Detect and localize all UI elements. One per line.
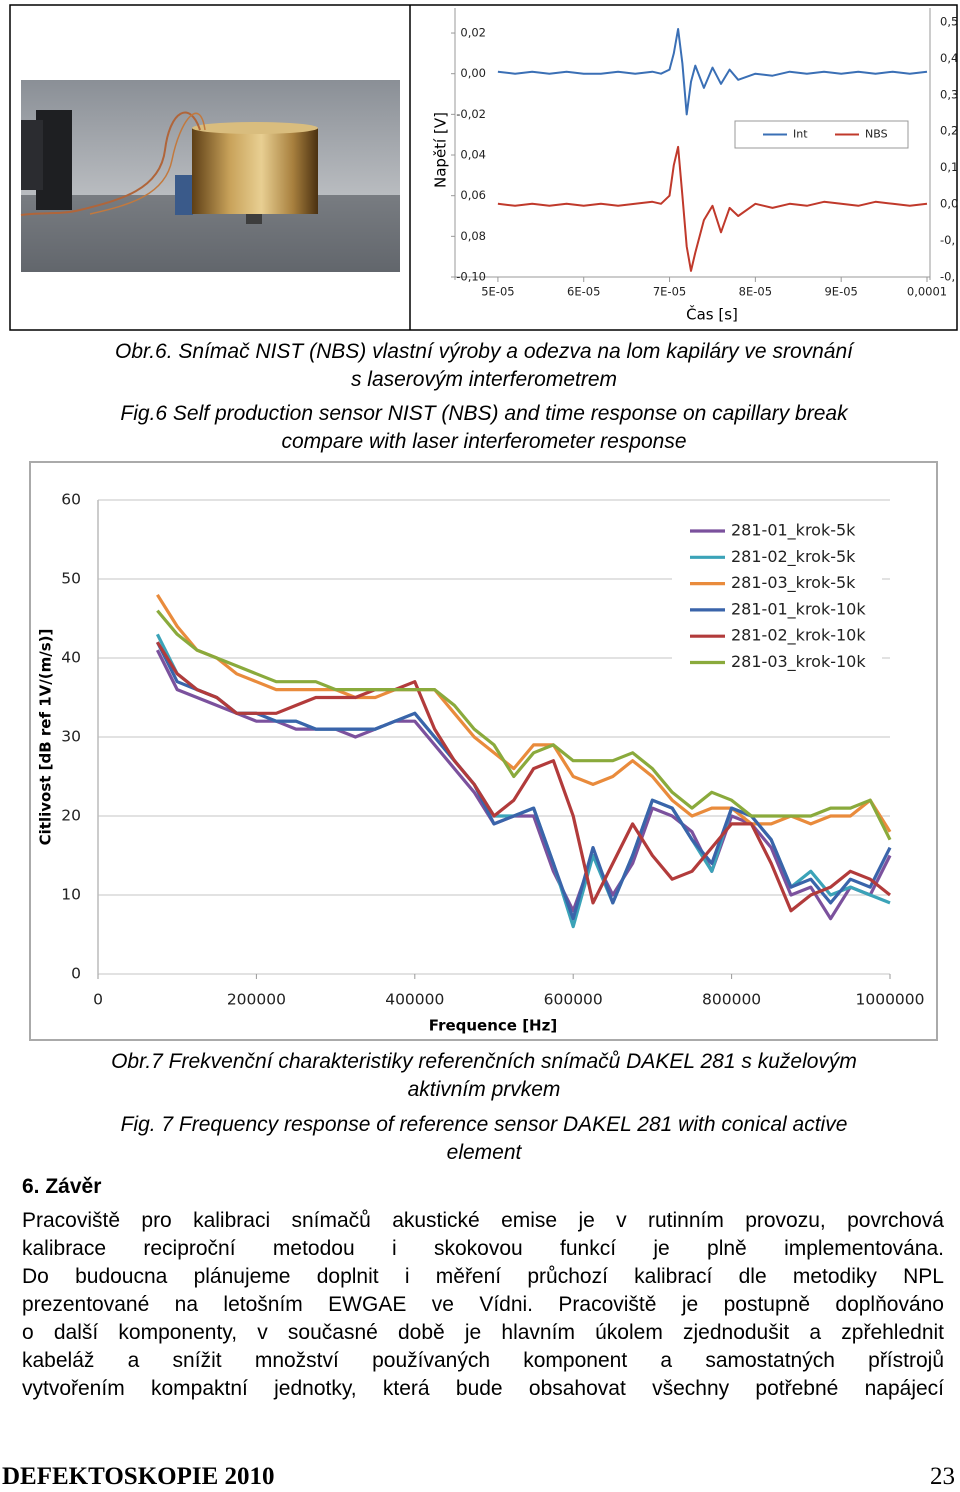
- text-line: kabeláž a snížit množství používaných ko…: [22, 1349, 944, 1372]
- y-tick-label: 0,08: [460, 229, 486, 243]
- photo-cylinder-top: [192, 122, 318, 134]
- data-line: [156, 641, 891, 913]
- y-tick-label: -0,02: [456, 107, 486, 121]
- data-line: [155, 641, 892, 921]
- figure-frame: [9, 4, 958, 331]
- legend-label: Int: [793, 128, 808, 141]
- legend-label: 281-03_krok-10k: [731, 652, 866, 672]
- y2-tick-label: 0,2: [940, 124, 958, 138]
- y2-tick-label: -0,: [940, 269, 955, 283]
- caption-line: Fig. 7 Frequency response of reference s…: [120, 1113, 848, 1136]
- caption-line: Fig.6 Self production sensor NIST (NBS) …: [120, 402, 848, 425]
- y-tick-label: 60: [61, 491, 81, 509]
- y2-tick-label: 0,3: [940, 87, 958, 101]
- x-tick-label: 9E-05: [824, 285, 857, 299]
- x-axis-title: Čas [s]: [686, 305, 738, 324]
- text-line: o další komponenty, v současné době je h…: [22, 1321, 944, 1344]
- legend-label: 281-02_krok-10k: [731, 626, 866, 646]
- y-tick-label: 0,04: [460, 148, 486, 162]
- caption-line: element: [446, 1141, 522, 1164]
- data-line: [156, 609, 892, 841]
- legend-label: 281-01_krok-5k: [731, 521, 856, 541]
- legend-label: 281-02_krok-5k: [731, 547, 856, 567]
- y-tick-label: 0,02: [460, 26, 486, 40]
- text-line: prezentované na letošním EWGAE ve Vídni.…: [22, 1293, 944, 1316]
- data-line: [497, 28, 928, 116]
- y-tick-label: 30: [61, 728, 81, 746]
- data-line: [497, 145, 928, 272]
- photo-stand-part: [21, 120, 43, 190]
- legend-background: [672, 515, 882, 680]
- x-tick-label: 800000: [702, 991, 761, 1009]
- photo-wire: [20, 111, 201, 216]
- photo-brass-cylinder: [192, 128, 318, 214]
- y2-tick-label: 0,4: [940, 51, 958, 65]
- y-tick-label: 20: [61, 807, 81, 825]
- x-tick-label: 6E-05: [567, 285, 600, 299]
- photo-tip: [246, 214, 262, 224]
- photo-wire: [89, 112, 206, 215]
- footer-journal: DEFEKTOSKOPIE 2010: [2, 1463, 275, 1490]
- y2-tick-label: 0,0: [940, 197, 958, 211]
- y-axis-title: Napětí [V]: [432, 112, 450, 188]
- x-axis-title: Frequence [Hz]: [429, 1017, 557, 1035]
- x-tick-label: 5E-05: [481, 285, 514, 299]
- caption-line: Obr.7 Frekvenční charakteristiky referen…: [111, 1050, 857, 1073]
- text-line: Do budoucna plánujeme doplnit i měření p…: [22, 1265, 944, 1288]
- x-tick-label: 7E-05: [653, 285, 686, 299]
- x-tick-label: 200000: [227, 991, 286, 1009]
- x-tick-label: 8E-05: [739, 285, 772, 299]
- sensor-photo: [20, 80, 400, 272]
- y-tick-label: 0,00: [460, 66, 486, 80]
- y-tick-label: 40: [61, 649, 81, 667]
- caption-line: aktivním prvkem: [407, 1078, 561, 1101]
- x-tick-label: 600000: [544, 991, 603, 1009]
- y-tick-label: 50: [61, 570, 81, 588]
- y2-tick-label: 0,5: [940, 15, 958, 29]
- text-line: vytvořením kompaktní jednotky, která bud…: [22, 1377, 944, 1400]
- caption-line: s laserovým interferometrem: [350, 368, 618, 391]
- text-line: Pracoviště pro kalibraci snímačů akustic…: [22, 1209, 944, 1232]
- caption-line: Obr.6. Snímač NIST (NBS) vlastní výroby …: [114, 340, 853, 363]
- y-tick-label: -0,10: [456, 270, 486, 284]
- y2-tick-label: -0,: [940, 233, 955, 247]
- data-line: [156, 593, 892, 833]
- footer-page: 23: [930, 1463, 955, 1490]
- y-tick-label: 0: [71, 965, 81, 983]
- x-tick-label: 1000000: [855, 991, 924, 1009]
- text-line: kalibrace reciproční metodou i skokovou …: [22, 1237, 944, 1260]
- y2-tick-label: 0,1: [940, 160, 958, 174]
- y-axis-title: Citlivost [dB ref 1V/(m/s)]: [37, 629, 55, 846]
- x-tick-label: 0,0001: [907, 285, 947, 299]
- section-heading: 6. Závěr: [22, 1175, 102, 1198]
- legend-label: 281-03_krok-5k: [731, 573, 856, 593]
- caption-line: compare with laser interferometer respon…: [281, 430, 687, 453]
- photo-block: [175, 175, 193, 215]
- x-tick-label: 400000: [385, 991, 444, 1009]
- y-tick-label: 10: [61, 886, 81, 904]
- legend-label: NBS: [865, 128, 888, 141]
- y-tick-label: 0,06: [460, 188, 486, 202]
- legend-label: 281-01_krok-10k: [731, 599, 866, 619]
- x-tick-label: 0: [93, 991, 103, 1009]
